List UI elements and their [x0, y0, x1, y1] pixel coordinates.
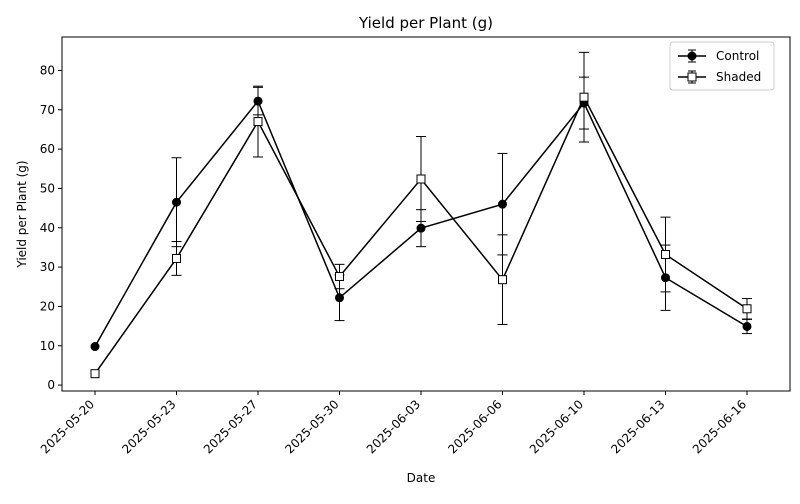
y-tick-label: 70 [40, 103, 55, 117]
x-tick-label: 2025-05-23 [119, 397, 178, 456]
y-tick-label: 30 [40, 260, 55, 274]
y-tick-label: 60 [40, 142, 55, 156]
y-axis-label: Yield per Plant (g) [15, 160, 29, 268]
data-point-shaded [90, 369, 100, 379]
legend-label-shaded: Shaded [716, 70, 761, 84]
data-point-shaded [335, 272, 344, 282]
x-axis-ticks: 2025-05-20 2025-05-23 2025-05-27 2025-05-30… [38, 391, 749, 456]
x-tick-label: 2025-05-20 [38, 397, 97, 456]
y-tick-label: 50 [40, 181, 55, 195]
series-layer [90, 51, 752, 379]
data-point-shaded [253, 117, 263, 127]
data-point-control [742, 321, 752, 331]
data-point-shaded [172, 253, 181, 263]
legend-marker-control [687, 51, 697, 61]
chart-title: Yield per Plant (g) [358, 14, 493, 32]
legend-entry-control: Control [678, 49, 759, 63]
x-tick-label: 2025-06-16 [690, 397, 749, 456]
x-tick-label: 2025-06-10 [527, 397, 586, 456]
data-point-shaded [661, 250, 670, 260]
data-point-control [90, 342, 100, 352]
data-point-shaded [416, 174, 426, 184]
legend-label-control: Control [716, 49, 759, 63]
y-tick-label: 0 [47, 378, 55, 392]
x-tick-label: 2025-06-06 [445, 397, 504, 456]
y-tick-label: 80 [40, 63, 55, 77]
data-point-shaded [742, 304, 752, 314]
y-tick-label: 10 [40, 339, 55, 353]
data-point-control [172, 197, 181, 207]
data-point-shaded [498, 275, 507, 285]
plot-area-frame [61, 36, 791, 392]
x-tick-label: 2025-06-03 [364, 397, 423, 456]
data-point-control [498, 199, 507, 209]
y-axis-ticks: 0 10 20 30 40 50 60 70 80 [40, 63, 62, 392]
data-point-shaded [579, 92, 589, 102]
legend: Control Shaded [669, 41, 775, 91]
data-point-control [416, 223, 426, 233]
series-shaded [90, 51, 752, 379]
y-tick-label: 20 [40, 299, 55, 313]
legend-marker-shaded [687, 72, 697, 82]
legend-entry-shaded: Shaded [678, 70, 761, 84]
x-axis-label: Date [407, 471, 436, 485]
x-tick-label: 2025-05-30 [282, 397, 341, 456]
y-tick-label: 40 [40, 221, 55, 235]
x-tick-label: 2025-06-13 [608, 397, 667, 456]
x-tick-label: 2025-05-27 [201, 397, 260, 456]
data-point-control [335, 293, 344, 303]
